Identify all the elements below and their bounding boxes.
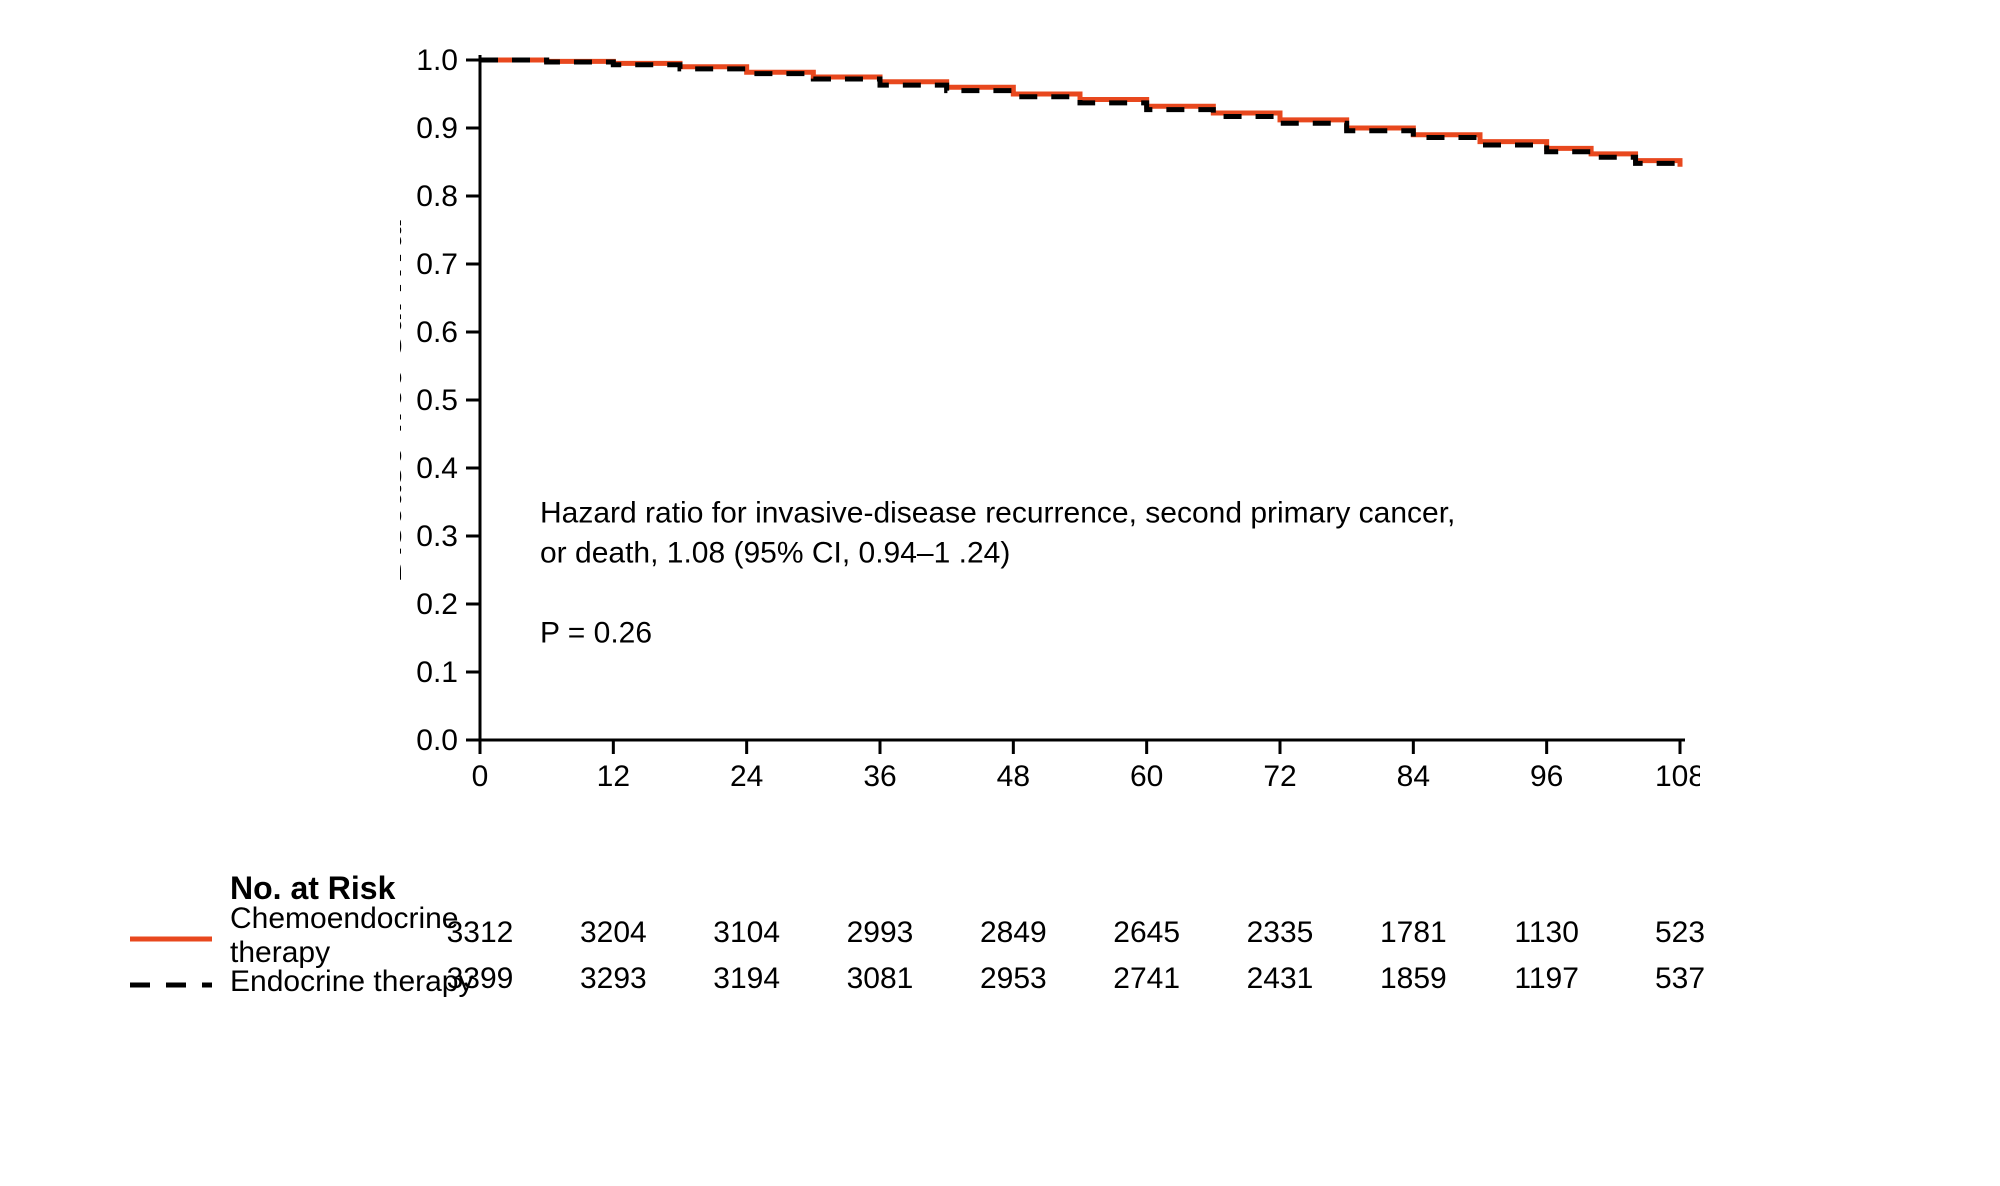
svg-text:12: 12 (597, 760, 630, 793)
risk-value: 2431 (1247, 962, 1314, 996)
svg-text:84: 84 (1397, 760, 1430, 793)
svg-text:0.0: 0.0 (416, 724, 458, 757)
risk-value: 2741 (1113, 962, 1180, 996)
risk-value: 3081 (847, 962, 914, 996)
annotation-text: or death, 1.08 (95% CI, 0.94–1 .24) (540, 536, 1010, 569)
annotation-text: P = 0.26 (540, 616, 652, 649)
svg-text:0.9: 0.9 (416, 112, 458, 145)
svg-text:108: 108 (1655, 760, 1700, 793)
risk-value: 1859 (1380, 962, 1447, 996)
risk-value: 1781 (1380, 916, 1447, 950)
series-line (480, 60, 1680, 169)
chart-area: 0 12 24 36 48 60 72 84 96 108 0.0 0.1 0.2 0.3 0.4 0.5 0.… (400, 40, 1960, 820)
svg-text:24: 24 (730, 760, 763, 793)
svg-text:48: 48 (997, 760, 1030, 793)
risk-value: 3312 (447, 916, 514, 950)
risk-value: 3194 (713, 962, 780, 996)
risk-value: 3104 (713, 916, 780, 950)
legend-swatch (130, 980, 212, 984)
risk-value: 2953 (980, 962, 1047, 996)
risk-value: 3293 (580, 962, 647, 996)
svg-text:72: 72 (1263, 760, 1296, 793)
risk-value: 2993 (847, 916, 914, 950)
risk-value: 3204 (580, 916, 647, 950)
svg-text:0: 0 (472, 760, 489, 793)
svg-text:1.0: 1.0 (416, 44, 458, 77)
risk-value: 1197 (1514, 962, 1579, 996)
x-axis-label: Months (1016, 817, 1144, 820)
svg-text:0.1: 0.1 (416, 656, 458, 689)
svg-text:0.4: 0.4 (416, 452, 458, 485)
series-line (480, 60, 1680, 167)
svg-text:0.8: 0.8 (416, 180, 458, 213)
svg-text:0.3: 0.3 (416, 520, 458, 553)
risk-table: No. at RiskChemoendocrine therapy3312320… (130, 870, 1960, 1005)
svg-text:36: 36 (863, 760, 896, 793)
risk-row: Endocrine therapy33993293319430812953274… (130, 959, 1960, 1005)
svg-text:0.2: 0.2 (416, 588, 458, 621)
risk-value: 537 (1655, 962, 1705, 996)
risk-value: 1130 (1514, 916, 1579, 950)
risk-value: 2849 (980, 916, 1047, 950)
risk-value: 523 (1655, 916, 1705, 950)
risk-value: 3399 (447, 962, 514, 996)
risk-value: 2335 (1247, 916, 1314, 950)
svg-text:0.7: 0.7 (416, 248, 458, 281)
svg-text:0.5: 0.5 (416, 384, 458, 417)
survival-chart: 0 12 24 36 48 60 72 84 96 108 0.0 0.1 0.2 0.3 0.4 0.5 0.… (400, 40, 1700, 820)
y-axis-label: Disease-free Survival (400, 218, 409, 582)
risk-value: 2645 (1113, 916, 1180, 950)
legend-swatch (130, 934, 212, 938)
annotation-text: Hazard ratio for invasive-disease recurr… (540, 496, 1455, 529)
svg-text:96: 96 (1530, 760, 1563, 793)
svg-text:0.6: 0.6 (416, 316, 458, 349)
svg-text:60: 60 (1130, 760, 1163, 793)
risk-row: Chemoendocrine therapy331232043104299328… (130, 913, 1960, 959)
km-figure: 0 12 24 36 48 60 72 84 96 108 0.0 0.1 0.2 0.3 0.4 0.5 0.… (40, 40, 1960, 1005)
